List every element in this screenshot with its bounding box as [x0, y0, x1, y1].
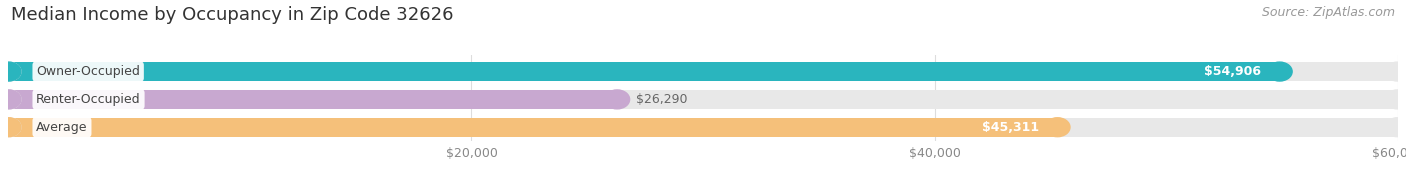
Ellipse shape — [0, 90, 21, 109]
Bar — [8, 118, 1398, 137]
Ellipse shape — [605, 90, 630, 109]
Ellipse shape — [0, 118, 21, 137]
Ellipse shape — [1267, 62, 1292, 81]
Bar — [8, 118, 1057, 137]
Bar — [8, 90, 1398, 109]
Text: Median Income by Occupancy in Zip Code 32626: Median Income by Occupancy in Zip Code 3… — [11, 6, 454, 24]
Ellipse shape — [1385, 90, 1406, 109]
Text: $26,290: $26,290 — [636, 93, 688, 106]
Ellipse shape — [0, 90, 21, 109]
Bar — [8, 62, 1398, 81]
Text: $45,311: $45,311 — [981, 121, 1039, 134]
Ellipse shape — [0, 62, 21, 81]
Ellipse shape — [1385, 118, 1406, 137]
Ellipse shape — [0, 62, 21, 81]
Bar — [8, 90, 617, 109]
Ellipse shape — [0, 118, 21, 137]
Text: Renter-Occupied: Renter-Occupied — [37, 93, 141, 106]
Ellipse shape — [1045, 118, 1070, 137]
Text: $54,906: $54,906 — [1204, 65, 1261, 78]
Text: Owner-Occupied: Owner-Occupied — [37, 65, 141, 78]
Ellipse shape — [1385, 62, 1406, 81]
Bar — [8, 62, 1279, 81]
Text: Average: Average — [37, 121, 87, 134]
Text: Source: ZipAtlas.com: Source: ZipAtlas.com — [1261, 6, 1395, 19]
